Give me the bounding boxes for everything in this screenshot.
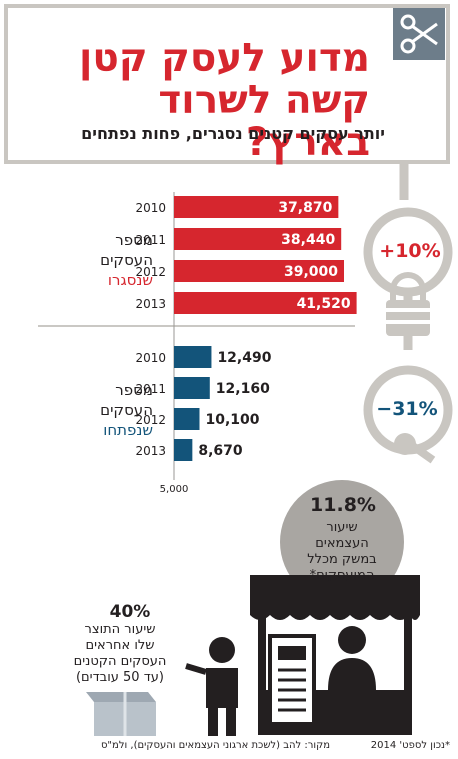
header-box — [4, 4, 450, 164]
page-title-line1: מדוע לעסק קטן — [78, 36, 370, 81]
page-title-line2: קשה לשרוד בארץ? — [158, 78, 370, 165]
closed-bar-2011 — [174, 228, 342, 250]
vendor-person-icon — [185, 637, 238, 736]
closed-year-label: 2012 — [135, 265, 166, 279]
closed-value-label: 39,000 — [284, 264, 338, 280]
bubble-text-line2: העצמאים — [315, 536, 369, 551]
opened-year-label: 2010 — [135, 351, 166, 365]
bubble-text-line3: במשק מכלל — [307, 552, 377, 567]
opened-value-label: 12,490 — [217, 350, 271, 366]
footnote: *נכון לספט' 2014 — [370, 740, 450, 751]
opened-year-label: 2011 — [135, 382, 166, 396]
closed-value-label: 41,520 — [297, 296, 351, 312]
output-text-line4: (עד 50 עובדים) — [75, 670, 165, 685]
closed-change-value: +10% — [379, 240, 441, 262]
opened-value-label: 10,100 — [206, 412, 260, 428]
closed-value-label: 37,870 — [278, 200, 332, 216]
bubble-text-line4: המועסקים* — [309, 568, 375, 583]
bubble-value: 11.8% — [310, 494, 376, 516]
opened-year-label: 2012 — [135, 413, 166, 427]
scissors-icon — [393, 8, 445, 60]
opened-bars-group: 2010 12,490 2011 12,160 2012 10,100 2013 8,670 — [135, 346, 272, 461]
market-stall-icon — [250, 575, 420, 735]
padlock-icon — [386, 272, 430, 336]
opened-change-value: −31% — [376, 398, 438, 420]
closed-year-label: 2010 — [135, 201, 166, 215]
closed-label-line1: מספר — [115, 231, 153, 249]
output-text-line2: שלו אחראים — [85, 638, 155, 653]
page-subtitle: יותר עסקים קטנים נסגרים, פחות נפתחים — [81, 124, 385, 143]
closed-year-label: 2013 — [135, 297, 166, 311]
key-icon — [394, 433, 436, 464]
stat-bubble — [280, 480, 404, 604]
closed-value-label: 38,440 — [281, 232, 335, 248]
opened-bar-2010 — [174, 346, 212, 368]
opened-label-line3: שנפתחו — [103, 421, 153, 439]
opened-value-label: 8,670 — [198, 443, 243, 459]
bubble-text-line1: שיעור — [326, 520, 358, 535]
closed-group-label: מספר העסקים שנסגרו — [40, 230, 153, 290]
box-icon — [86, 692, 156, 736]
opened-bar-2011 — [174, 377, 210, 399]
output-text-line1: שיעור התוצר — [84, 622, 156, 637]
opened-year-label: 2013 — [135, 444, 166, 458]
axis-tick-label: 5,000 — [160, 484, 189, 495]
opened-group-label: מספר העסקים שנפתחו — [40, 380, 153, 440]
closed-bar-2010 — [174, 196, 339, 218]
closed-label-line2: העסקים — [100, 251, 153, 269]
bubble-text: שיעור העצמאים במשק מכלל המועסקים* — [282, 520, 402, 584]
output-text: שיעור התוצר שלו אחראים העסקים הקטנים (עד… — [20, 622, 220, 686]
closed-year-label: 2011 — [135, 233, 166, 247]
closed-bar-2012 — [174, 260, 344, 282]
closed-label-line3: שנסגרו — [107, 271, 153, 289]
closed-bars-group: 2010 37,870 2011 38,440 2012 39,000 2013 41,520 — [135, 196, 357, 314]
opened-label-line1: מספר — [115, 381, 153, 399]
opened-label-line2: העסקים — [100, 401, 153, 419]
opened-value-label: 12,160 — [216, 381, 270, 397]
closed-bar-2013 — [174, 292, 357, 314]
opened-bar-2013 — [174, 439, 193, 461]
output-value: 40% — [109, 602, 151, 622]
output-text-line3: העסקים הקטנים — [73, 654, 167, 669]
opened-bar-2012 — [174, 408, 200, 430]
source-note: מקור: להב (לשכת ארגוני העצמאים והעסקים),… — [100, 740, 330, 751]
